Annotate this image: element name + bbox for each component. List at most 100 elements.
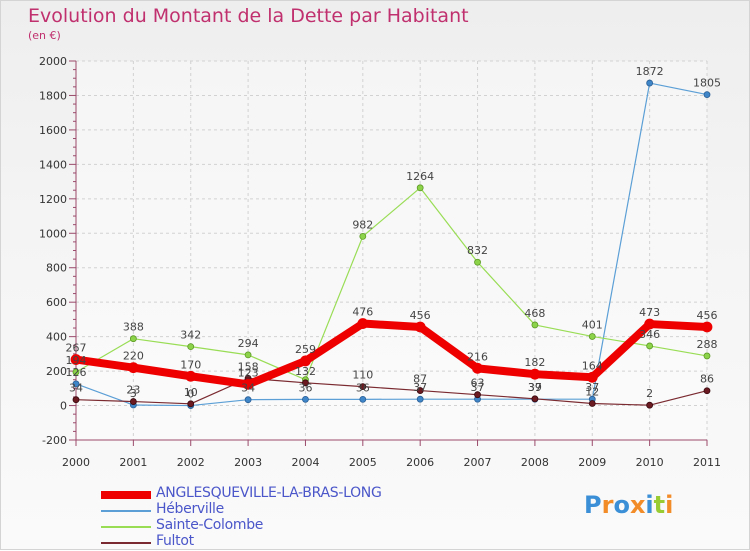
data-label: 182	[524, 356, 545, 369]
data-point	[588, 400, 596, 407]
y-tick-label: 1800	[39, 89, 67, 102]
data-point	[414, 321, 426, 333]
x-tick-label: 2001	[119, 456, 147, 469]
data-point	[187, 400, 195, 408]
data-label: 0	[187, 388, 194, 401]
data-label: 220	[123, 350, 144, 363]
data-point	[127, 362, 139, 374]
y-tick-label: 0	[60, 400, 67, 413]
data-point	[472, 362, 483, 374]
data-point	[646, 342, 654, 350]
x-tick-label: 2004	[291, 456, 319, 469]
y-tick-label: -200	[42, 434, 67, 447]
series-line-0	[72, 319, 711, 389]
legend-label: Héberville	[156, 501, 224, 517]
series-line-3	[75, 377, 708, 406]
data-label: 10	[184, 386, 198, 399]
data-point	[474, 391, 481, 399]
chart-subtitle: (en €)	[28, 29, 61, 42]
x-tick-label: 2007	[464, 456, 492, 469]
data-label: 63	[471, 377, 485, 390]
y-tick-label: 200	[46, 365, 67, 378]
data-point	[474, 258, 481, 266]
data-point	[586, 371, 598, 383]
data-label: 1264	[406, 170, 434, 183]
data-label: 473	[639, 306, 660, 319]
data-label: 388	[123, 321, 144, 334]
data-point	[300, 355, 311, 367]
data-point	[416, 184, 424, 192]
data-point	[703, 352, 711, 360]
x-tick-label: 2011	[693, 456, 721, 469]
data-label: 34	[241, 382, 255, 395]
data-label: 39	[528, 381, 542, 394]
logo-letter: i	[665, 491, 674, 519]
data-label: 456	[410, 309, 431, 322]
data-point	[646, 401, 654, 409]
data-point	[588, 333, 596, 340]
data-label: 126	[66, 366, 87, 379]
data-label: 87	[413, 373, 427, 386]
data-point	[531, 321, 539, 329]
legend-label: ANGLESQUEVILLE-LA-BRAS-LONG	[156, 485, 382, 501]
x-tick-label: 2006	[406, 456, 434, 469]
data-point	[72, 368, 80, 376]
legend-swatch	[101, 542, 151, 544]
data-point	[187, 343, 195, 351]
series-line-2	[75, 187, 708, 381]
data-point	[701, 321, 713, 333]
data-label: 1872	[636, 65, 664, 78]
logo-letter: t	[653, 491, 666, 519]
data-label: 2	[646, 387, 653, 400]
data-label: 401	[582, 318, 603, 331]
data-label: 158	[238, 360, 259, 373]
legend-label: Sainte-Colombe	[156, 517, 264, 533]
data-label: 194	[66, 354, 87, 367]
data-point	[644, 318, 656, 330]
plot-area	[76, 61, 707, 440]
data-label: 37	[528, 381, 542, 394]
data-label: 294	[238, 337, 259, 350]
x-tick-label: 2003	[234, 456, 262, 469]
y-tick-label: 600	[46, 296, 67, 309]
data-point	[529, 368, 541, 380]
x-tick-label: 2000	[62, 456, 90, 469]
data-label: 456	[697, 309, 718, 322]
data-label: 259	[295, 343, 316, 356]
legend-swatch	[101, 510, 151, 512]
data-label: 37	[413, 381, 427, 394]
data-label: 86	[700, 373, 714, 386]
data-label: 37	[471, 381, 485, 394]
data-point	[357, 318, 369, 329]
logo-letter: i	[645, 491, 654, 519]
logo-letter: o	[613, 491, 630, 519]
data-label: 170	[180, 358, 201, 371]
data-label: 832	[467, 244, 488, 257]
data-label: 346	[639, 328, 660, 341]
y-tick-label: 2000	[39, 55, 67, 68]
data-label: 3	[130, 387, 137, 400]
data-label: 12	[585, 385, 599, 398]
y-tick-label: 1400	[39, 158, 67, 171]
data-point	[242, 378, 254, 390]
y-tick-label: 1600	[39, 124, 67, 137]
data-label: 1805	[693, 77, 721, 90]
data-label: 110	[352, 369, 373, 382]
data-label: 36	[298, 381, 312, 394]
legend-swatch	[101, 491, 151, 499]
data-point	[129, 335, 137, 343]
data-label: 982	[352, 218, 373, 231]
x-tick-label: 2008	[521, 456, 549, 469]
data-label: 267	[66, 342, 87, 355]
x-tick-label: 2002	[177, 456, 205, 469]
data-label: 342	[180, 329, 201, 342]
data-label: 123	[238, 366, 259, 379]
data-point	[531, 395, 539, 403]
data-label: 23	[126, 384, 140, 397]
data-label: 36	[356, 381, 370, 394]
data-point	[646, 79, 654, 87]
data-point	[302, 379, 309, 387]
y-tick-label: 1000	[39, 227, 67, 240]
data-point	[244, 351, 252, 359]
